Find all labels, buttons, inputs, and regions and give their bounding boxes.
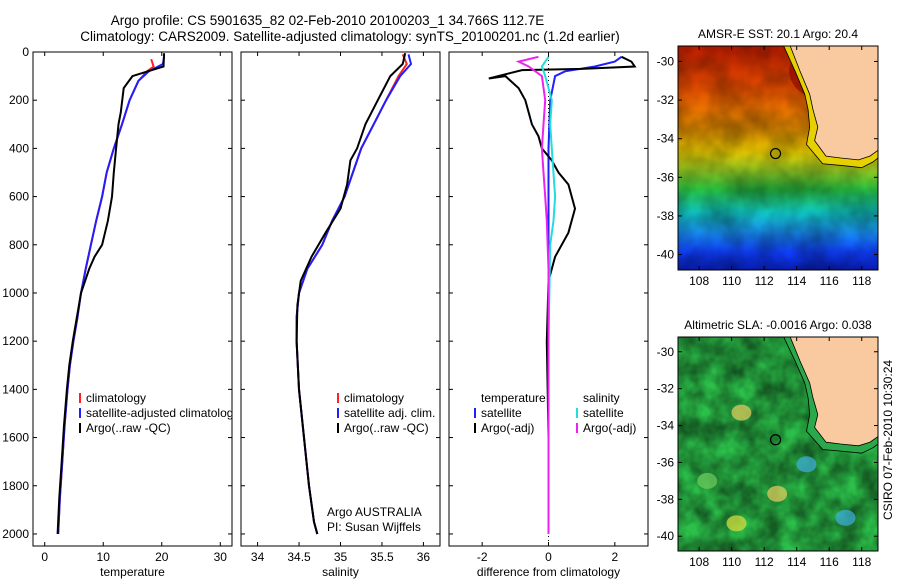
x-tick-label: 35: [334, 550, 348, 564]
x-tick-label: 2: [611, 550, 618, 564]
legend-diff-temp-argo-label: Argo(-adj): [481, 421, 534, 435]
sla-anomaly: [726, 515, 747, 532]
legend-diff-sal-satellite-label: satellite: [583, 406, 624, 420]
sla-anomaly: [731, 404, 752, 421]
series-line-satellite-adj-clim-: [295, 54, 413, 535]
x-tick-label: -2: [477, 550, 488, 564]
map-y-tick-label: -40: [657, 248, 675, 262]
series-line-argo-raw-qc-: [56, 53, 166, 535]
series-line-climatology: [295, 54, 408, 535]
x-tick-label: 30: [214, 550, 228, 564]
y-tick-label: 1600: [2, 431, 29, 445]
x-tick-label: 34: [251, 550, 265, 564]
annotation-pi: PI: Susan Wijffels: [327, 520, 421, 534]
sst-map: [678, 46, 878, 270]
x-axis-label: salinity: [322, 565, 359, 579]
x-tick-label: 20: [155, 550, 169, 564]
map-y-tick-label: -34: [657, 419, 675, 433]
y-tick-label: 400: [9, 141, 29, 155]
map-x-tick-label: 116: [820, 274, 839, 288]
x-axis-label: temperature: [100, 565, 165, 579]
map-x-tick-label: 110: [722, 274, 741, 288]
series-line-argo-raw-qc-: [295, 52, 407, 535]
map-y-tick-label: -34: [657, 132, 675, 146]
map-y-tick-label: -30: [657, 345, 675, 359]
land-mass: [789, 337, 878, 447]
y-tick-label: 1800: [2, 479, 29, 493]
land-mass: [789, 46, 878, 161]
sla-anomaly: [796, 456, 817, 473]
y-tick-label: 1200: [2, 334, 29, 348]
series-line-satellite-adjusted-climatology: [57, 56, 166, 535]
map-title: Altimetric SLA: -0.0016 Argo: 0.038: [684, 318, 872, 332]
y-tick-label: 800: [9, 238, 29, 252]
y-tick-label: 2000: [2, 527, 29, 541]
map-y-tick-label: -30: [657, 54, 675, 68]
x-tick-label: 0: [545, 550, 552, 564]
map-y-tick-label: -36: [657, 170, 675, 184]
x-tick-label: 0: [41, 550, 48, 564]
x-tick-label: 34.5: [287, 550, 311, 564]
map-frame: [677, 336, 879, 552]
sla-anomaly: [697, 472, 718, 489]
x-axis-label: difference from climatology: [477, 565, 620, 579]
panel-frame: [240, 51, 441, 547]
series-line-temperature-argo-adj-: [488, 55, 637, 534]
map-y-tick-label: -38: [657, 209, 675, 223]
map-x-tick-label: 118: [852, 555, 871, 569]
map-x-tick-label: 114: [787, 274, 806, 288]
series-line-climatology: [57, 58, 155, 535]
map-x-tick-label: 112: [755, 274, 774, 288]
series-line-temperature-satellite: [547, 55, 623, 534]
argo-position-marker: [769, 147, 782, 160]
map-title: AMSR-E SST: 20.1 Argo: 20.4: [698, 27, 858, 41]
x-tick-label: 10: [97, 550, 111, 564]
legend-sal-satellite-label: satellite adj. clim.: [344, 406, 435, 420]
series-line-salinity-argo-adj-: [515, 55, 550, 534]
map-x-tick-label: 116: [820, 555, 839, 569]
map-x-tick-label: 118: [852, 274, 871, 288]
map-x-tick-label: 112: [755, 555, 774, 569]
map-x-tick-label: 108: [689, 555, 709, 569]
y-tick-label: 200: [9, 93, 29, 107]
series-line-salinity-satellite: [540, 56, 557, 534]
map-y-tick-label: -38: [657, 492, 675, 506]
legend-diff-temperature-title: temperature: [481, 391, 546, 405]
x-tick-label: 36: [417, 550, 431, 564]
map-x-tick-label: 108: [689, 274, 709, 288]
y-tick-label: 1400: [2, 382, 29, 396]
legend-temp-argo-label: Argo(..raw -QC): [86, 421, 171, 435]
legend-sal-climatology-label: climatology: [344, 391, 404, 405]
sla-anomaly: [835, 509, 856, 526]
map-x-tick-label: 110: [722, 555, 741, 569]
map-y-tick-label: -32: [657, 382, 675, 396]
y-tick-label: 600: [9, 190, 29, 204]
panel-frame: [32, 51, 233, 547]
legend-temp-satellite-label: satellite-adjusted climatology: [86, 406, 239, 420]
map-y-tick-label: -36: [657, 455, 675, 469]
legend-diff-salinity-title: salinity: [583, 391, 620, 405]
sla-anomaly: [767, 485, 788, 502]
legend-diff-sal-argo-label: Argo(-adj): [583, 421, 636, 435]
legend-temp-climatology-label: climatology: [86, 391, 146, 405]
legend-diff-temp-satellite-label: satellite: [481, 406, 522, 420]
map-frame: [677, 45, 879, 271]
side-label: CSIRO 07-Feb-2010 10:30:24: [881, 359, 895, 521]
y-tick-label: 0: [22, 45, 29, 59]
annotation-argo-australia: Argo AUSTRALIA: [327, 505, 422, 519]
map-y-tick-label: -40: [657, 529, 675, 543]
map-x-tick-label: 114: [787, 555, 806, 569]
legend-sal-argo-label: Argo(..raw -QC): [344, 421, 429, 435]
y-tick-label: 1000: [2, 286, 29, 300]
map-y-tick-label: -32: [657, 93, 675, 107]
header-line1: Argo profile: CS 5901635_82 02-Feb-2010 …: [110, 13, 545, 28]
header-line2: Climatology: CARS2009. Satellite-adjuste…: [80, 29, 620, 44]
x-tick-label: 35.5: [370, 550, 394, 564]
argo-position-marker: [769, 434, 782, 446]
